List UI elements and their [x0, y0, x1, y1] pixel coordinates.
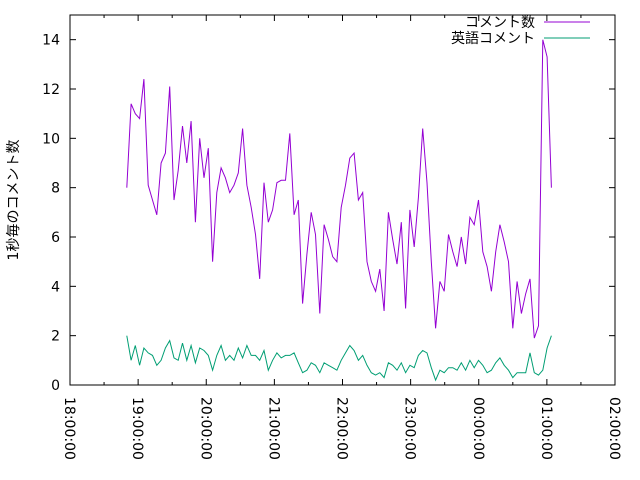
x-tick-label: 00:00:00 [470, 397, 486, 460]
legend-label-1: 英語コメント [451, 30, 535, 47]
y-tick-label: 14 [42, 33, 60, 49]
legend-label-0: コメント数 [465, 15, 535, 31]
x-tick-label: 02:00:00 [606, 397, 622, 460]
y-axis: 0 2 4 6 8 10 12 14 [42, 33, 615, 394]
x-axis: 18:00:00 19:00:00 20:00:00 21:00:00 22:00:00… [61, 15, 622, 460]
y-tick-label: 8 [51, 181, 60, 197]
y-axis-label: 1秒毎のコメント数 [6, 140, 22, 261]
y-tick-label: 12 [42, 82, 60, 98]
x-tick-label: 01:00:00 [538, 397, 554, 460]
series-lines [126, 39, 552, 382]
y-tick-label: 4 [51, 279, 60, 295]
x-tick-label: 21:00:00 [265, 397, 281, 460]
x-tick-label: 18:00:00 [61, 397, 77, 460]
y-tick-label: 10 [42, 131, 60, 147]
x-tick-label: 23:00:00 [402, 397, 418, 460]
x-tick-label: 19:00:00 [129, 397, 145, 460]
x-tick-label: 20:00:00 [197, 397, 213, 460]
x-tick-label: 22:00:00 [334, 397, 350, 460]
y-tick-label: 6 [51, 230, 60, 246]
series-line-0 [126, 39, 552, 339]
y-tick-label: 0 [51, 378, 60, 394]
series-line-1 [126, 335, 552, 382]
y-tick-label: 2 [51, 329, 60, 345]
